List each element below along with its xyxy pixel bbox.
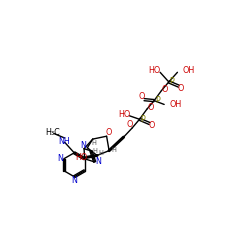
Text: O: O	[138, 92, 144, 101]
Text: N: N	[58, 154, 63, 163]
Text: O: O	[105, 128, 112, 137]
Text: H₃C: H₃C	[46, 128, 60, 137]
Text: H: H	[99, 150, 104, 156]
Text: NH: NH	[59, 137, 70, 146]
Text: H: H	[93, 148, 98, 154]
Text: H: H	[111, 147, 116, 153]
Text: H: H	[91, 140, 96, 145]
Text: N: N	[95, 158, 101, 166]
Text: P: P	[170, 78, 174, 86]
Text: O: O	[126, 120, 132, 129]
Text: OH: OH	[183, 66, 195, 75]
Text: HO: HO	[76, 153, 88, 162]
Text: O: O	[162, 84, 168, 94]
Text: O: O	[149, 121, 155, 130]
Text: HO: HO	[148, 66, 161, 75]
Text: N: N	[71, 176, 77, 185]
Text: N: N	[80, 141, 86, 150]
Text: P: P	[140, 115, 145, 124]
Text: O: O	[178, 84, 184, 92]
Text: OH: OH	[170, 100, 182, 109]
Text: O: O	[147, 103, 154, 112]
Text: HO: HO	[118, 110, 130, 119]
Text: P: P	[155, 96, 160, 105]
